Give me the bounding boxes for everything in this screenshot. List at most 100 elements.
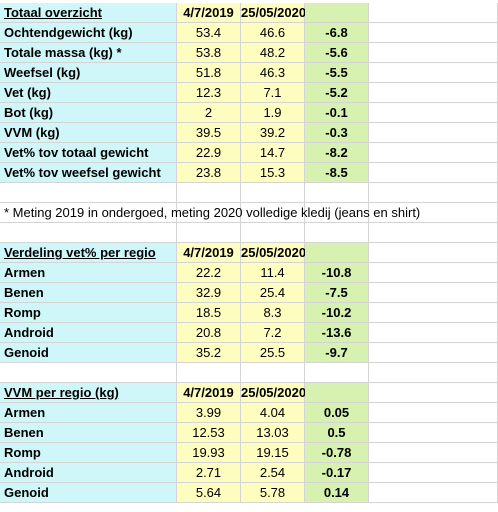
- date-2020-header[interactable]: 25/05/2020: [241, 3, 306, 23]
- row-label[interactable]: Genoid: [0, 483, 177, 503]
- footnote-text[interactable]: * Meting 2019 in ondergoed, meting 2020 …: [4, 205, 421, 220]
- date-2019-header[interactable]: 4/7/2019: [177, 383, 241, 403]
- empty-cell[interactable]: [369, 163, 498, 183]
- difference-value[interactable]: -0.17: [305, 463, 369, 483]
- value-2019[interactable]: 5.64: [177, 483, 241, 503]
- empty-cell[interactable]: [177, 223, 241, 243]
- value-2020[interactable]: 1.9: [241, 103, 305, 123]
- empty-cell[interactable]: [369, 263, 498, 283]
- value-2020[interactable]: 15.3: [241, 163, 305, 183]
- date-2019-header[interactable]: 4/7/2019: [177, 243, 241, 263]
- value-2019[interactable]: 51.8: [177, 63, 241, 83]
- value-2019[interactable]: 3.99: [177, 403, 241, 423]
- difference-value[interactable]: -0.78: [305, 443, 369, 463]
- difference-value[interactable]: 0.5: [305, 423, 369, 443]
- value-2020[interactable]: 5.78: [241, 483, 305, 503]
- empty-cell[interactable]: [369, 443, 498, 463]
- row-label[interactable]: Bot (kg): [0, 103, 177, 123]
- difference-value[interactable]: -13.6: [305, 323, 369, 343]
- value-2020[interactable]: 46.3: [241, 63, 305, 83]
- row-label[interactable]: Romp: [0, 443, 177, 463]
- empty-cell[interactable]: [0, 363, 177, 383]
- row-label[interactable]: Genoid: [0, 343, 177, 363]
- row-label[interactable]: Ochtendgewicht (kg): [0, 23, 177, 43]
- value-2020[interactable]: 39.2: [241, 123, 305, 143]
- row-label[interactable]: Benen: [0, 283, 177, 303]
- value-2019[interactable]: 22.9: [177, 143, 241, 163]
- row-label[interactable]: Android: [0, 463, 177, 483]
- diff-header[interactable]: [305, 383, 369, 403]
- empty-cell[interactable]: [369, 423, 498, 443]
- difference-value[interactable]: -0.1: [305, 103, 369, 123]
- empty-cell[interactable]: [241, 223, 305, 243]
- empty-cell[interactable]: [305, 223, 369, 243]
- difference-value[interactable]: -7.5: [305, 283, 369, 303]
- value-2019[interactable]: 12.53: [177, 423, 241, 443]
- difference-value[interactable]: -10.8: [305, 263, 369, 283]
- empty-cell[interactable]: [177, 363, 241, 383]
- value-2019[interactable]: 23.8: [177, 163, 241, 183]
- empty-cell[interactable]: [177, 183, 241, 203]
- empty-cell[interactable]: [369, 123, 498, 143]
- row-label[interactable]: Weefsel (kg): [0, 63, 177, 83]
- empty-cell[interactable]: [369, 483, 498, 503]
- row-label[interactable]: Android: [0, 323, 177, 343]
- empty-cell[interactable]: [369, 103, 498, 123]
- value-2019[interactable]: 32.9: [177, 283, 241, 303]
- empty-cell[interactable]: [305, 183, 369, 203]
- empty-cell[interactable]: [177, 203, 241, 223]
- empty-cell[interactable]: [369, 323, 498, 343]
- empty-cell[interactable]: [369, 43, 498, 63]
- difference-value[interactable]: -5.6: [305, 43, 369, 63]
- diff-header[interactable]: [305, 243, 369, 263]
- value-2020[interactable]: 13.03: [241, 423, 305, 443]
- row-label[interactable]: Vet% tov totaal gewicht: [0, 143, 177, 163]
- difference-value[interactable]: -5.5: [305, 63, 369, 83]
- empty-cell[interactable]: [0, 203, 177, 223]
- value-2019[interactable]: 2: [177, 103, 241, 123]
- empty-cell[interactable]: [0, 183, 177, 203]
- empty-cell[interactable]: [369, 363, 498, 383]
- value-2020[interactable]: 25.4: [241, 283, 305, 303]
- value-2019[interactable]: 39.5: [177, 123, 241, 143]
- value-2020[interactable]: 7.1: [241, 83, 305, 103]
- difference-value[interactable]: -8.5: [305, 163, 369, 183]
- empty-cell[interactable]: [369, 63, 498, 83]
- empty-cell[interactable]: [0, 223, 177, 243]
- empty-cell[interactable]: [241, 183, 305, 203]
- row-label[interactable]: Totale massa (kg) *: [0, 43, 177, 63]
- empty-cell[interactable]: [369, 303, 498, 323]
- row-label[interactable]: Vet% tov weefsel gewicht: [0, 163, 177, 183]
- empty-cell[interactable]: [369, 463, 498, 483]
- empty-cell[interactable]: [241, 203, 305, 223]
- value-2019[interactable]: 35.2: [177, 343, 241, 363]
- value-2019[interactable]: 22.2: [177, 263, 241, 283]
- difference-value[interactable]: 0.05: [305, 403, 369, 423]
- value-2019[interactable]: 19.93: [177, 443, 241, 463]
- empty-cell[interactable]: [241, 363, 305, 383]
- empty-cell[interactable]: [369, 143, 498, 163]
- section-title-totaal-overzicht[interactable]: Totaal overzicht: [0, 3, 177, 23]
- empty-cell[interactable]: [369, 343, 498, 363]
- value-2019[interactable]: 20.8: [177, 323, 241, 343]
- row-label[interactable]: Armen: [0, 403, 177, 423]
- date-2020-header[interactable]: 25/05/2020: [241, 243, 306, 263]
- value-2020[interactable]: 2.54: [241, 463, 305, 483]
- difference-value[interactable]: -9.7: [305, 343, 369, 363]
- empty-cell[interactable]: [369, 23, 498, 43]
- row-label[interactable]: Romp: [0, 303, 177, 323]
- value-2020[interactable]: 46.6: [241, 23, 305, 43]
- empty-cell[interactable]: [369, 3, 498, 23]
- empty-cell[interactable]: [305, 363, 369, 383]
- difference-value[interactable]: -6.8: [305, 23, 369, 43]
- row-label[interactable]: Vet (kg): [0, 83, 177, 103]
- section-title-verdeling-vet[interactable]: Verdeling vet% per regio: [0, 243, 177, 263]
- value-2020[interactable]: 4.04: [241, 403, 305, 423]
- empty-cell[interactable]: [305, 203, 369, 223]
- value-2020[interactable]: 8.3: [241, 303, 305, 323]
- row-label[interactable]: VVM (kg): [0, 123, 177, 143]
- empty-cell[interactable]: [369, 83, 498, 103]
- diff-header[interactable]: [305, 3, 369, 23]
- difference-value[interactable]: 0.14: [305, 483, 369, 503]
- date-2019-header[interactable]: 4/7/2019: [177, 3, 241, 23]
